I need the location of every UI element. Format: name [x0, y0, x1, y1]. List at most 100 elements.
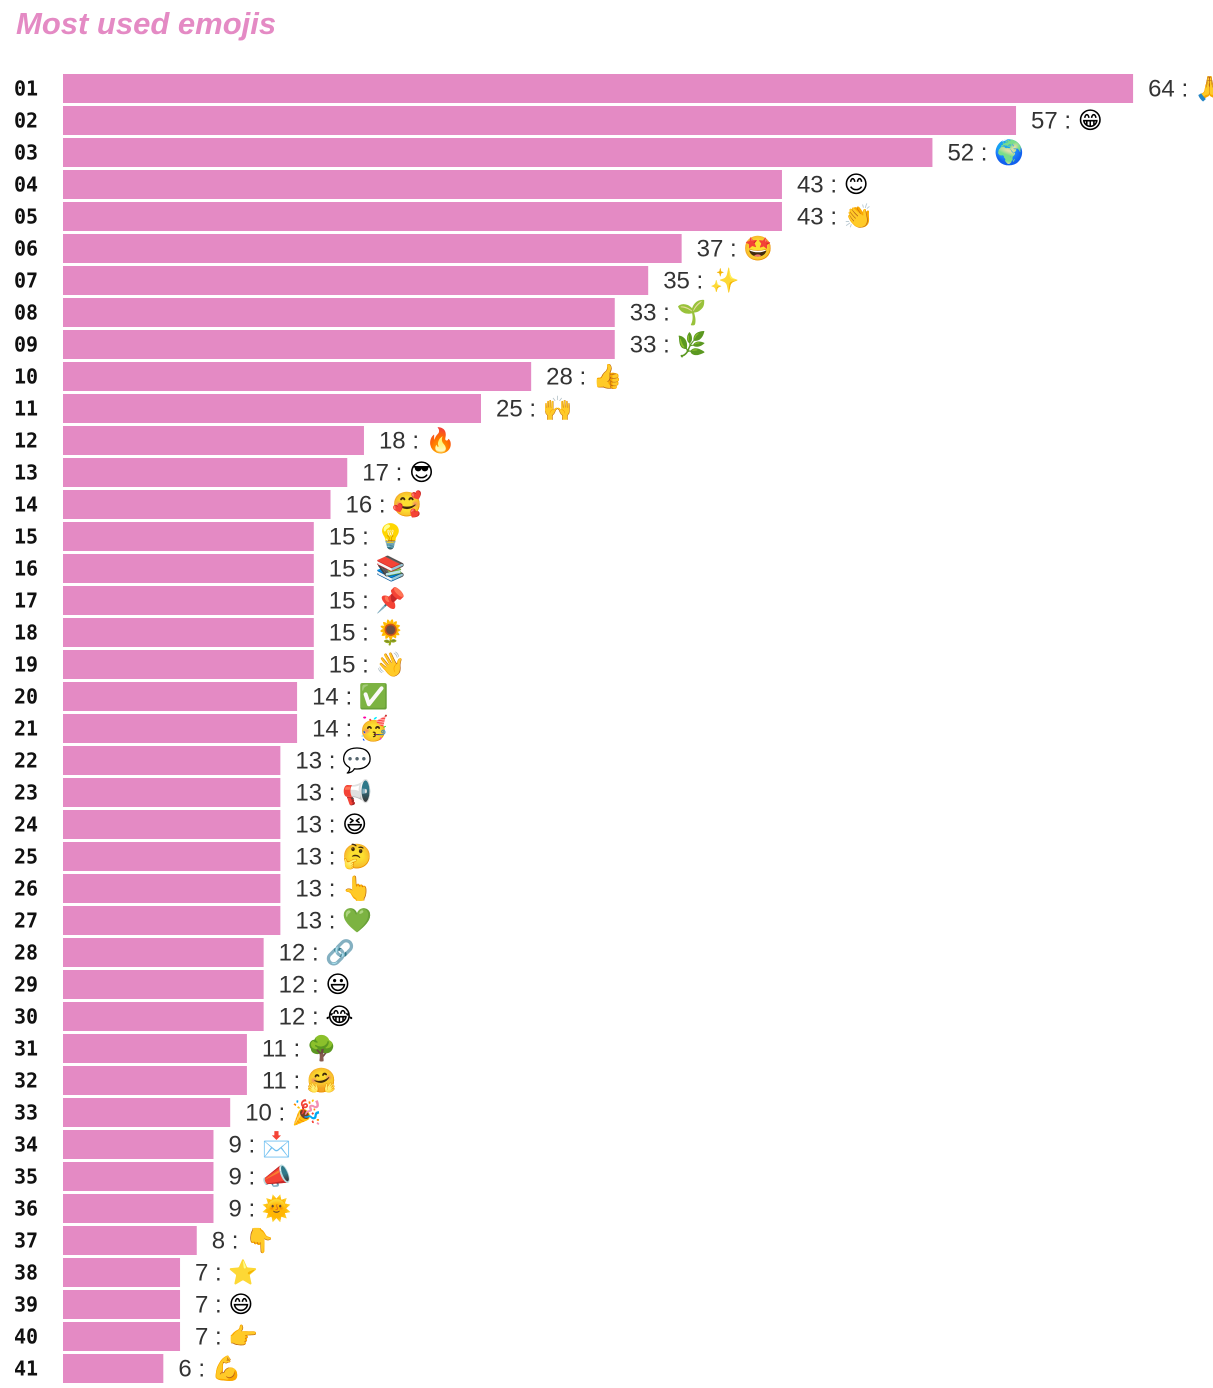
bar	[63, 1002, 264, 1031]
rank-label: 38	[14, 1261, 38, 1285]
value-label: 13 : 😆	[295, 811, 367, 839]
rank-label: 33	[14, 1101, 38, 1125]
bar	[63, 586, 314, 615]
value-label: 12 : 😃	[279, 971, 351, 999]
emoji-icon: 👉	[228, 1323, 258, 1351]
value-label: 7 : 👉	[195, 1323, 258, 1351]
value-label: 52 : 🌍	[947, 139, 1024, 167]
rank-label: 04	[14, 173, 38, 197]
value-label: 12 : 😂	[279, 1003, 354, 1031]
emoji-icon: 🔗	[325, 938, 355, 967]
bar	[63, 106, 1017, 135]
emoji-icon: 💡	[376, 523, 406, 551]
emoji-icon: 🤔	[342, 843, 372, 871]
value-number: 33 :	[630, 300, 677, 327]
emoji-icon: 💚	[342, 907, 372, 935]
bar	[63, 266, 649, 295]
bar	[63, 650, 314, 679]
rank-label: 22	[14, 749, 38, 773]
value-number: 7 :	[195, 1324, 228, 1351]
emoji-icon: 🤩	[743, 235, 773, 263]
value-label: 15 : 📚	[329, 555, 406, 583]
bar	[63, 1162, 214, 1191]
bar	[63, 394, 481, 423]
value-label: 33 : 🌿	[630, 331, 707, 359]
bar	[63, 906, 281, 935]
value-label: 37 : 🤩	[697, 235, 774, 263]
bar	[63, 330, 615, 359]
rank-label: 23	[14, 781, 38, 805]
rank-label: 37	[14, 1229, 38, 1253]
value-number: 15 :	[329, 652, 376, 679]
value-label: 9 : 🌞	[228, 1194, 291, 1223]
rank-label: 01	[14, 77, 38, 101]
value-number: 9 :	[228, 1164, 261, 1191]
rank-label: 25	[14, 845, 38, 869]
value-number: 6 :	[178, 1356, 211, 1383]
rank-label: 11	[14, 397, 38, 421]
bar	[63, 554, 314, 583]
emoji-icon: 📚	[376, 555, 406, 583]
rank-label: 32	[14, 1069, 38, 1093]
chart-title: Most used emojis	[16, 6, 277, 41]
bar	[63, 1194, 214, 1223]
rank-label: 06	[14, 237, 38, 261]
value-number: 15 :	[329, 556, 376, 583]
value-number: 12 :	[279, 940, 326, 967]
bar	[63, 1098, 231, 1127]
value-label: 8 : 👇	[212, 1227, 275, 1255]
value-label: 14 : 🥳	[312, 714, 389, 743]
value-number: 15 :	[329, 620, 376, 647]
rank-label: 07	[14, 269, 38, 293]
emoji-icon: 😁	[1078, 107, 1103, 135]
rank-label: 28	[14, 941, 38, 965]
value-number: 13 :	[295, 748, 342, 775]
rank-label: 08	[14, 301, 38, 325]
emoji-icon: 😄	[228, 1291, 253, 1319]
value-number: 16 :	[346, 492, 393, 519]
rank-label: 13	[14, 461, 38, 485]
rank-label: 05	[14, 205, 38, 229]
bar	[63, 298, 615, 327]
bar	[63, 714, 298, 743]
bar	[63, 234, 682, 263]
value-number: 13 :	[295, 812, 342, 839]
emoji-icon: 🙏	[1195, 75, 1213, 103]
rank-label: 24	[14, 813, 38, 837]
emoji-icon: 😎	[409, 459, 434, 487]
emoji-icon: ✅	[359, 683, 389, 711]
value-number: 17 :	[362, 460, 409, 487]
value-number: 9 :	[228, 1196, 261, 1223]
rank-label: 35	[14, 1165, 38, 1189]
emoji-icon: 🌍	[994, 139, 1024, 167]
emoji-icon: 🤗	[307, 1067, 337, 1095]
value-label: 16 : 🥰	[346, 490, 423, 519]
bar	[63, 810, 281, 839]
bar	[63, 618, 314, 647]
value-label: 15 : 💡	[329, 523, 406, 551]
bar	[63, 1130, 214, 1159]
value-label: 15 : 📌	[329, 586, 406, 615]
value-number: 52 :	[947, 140, 994, 167]
bar	[63, 874, 281, 903]
value-number: 11 :	[262, 1036, 307, 1063]
rank-label: 31	[14, 1037, 38, 1061]
bar	[63, 682, 298, 711]
value-label: 15 : 🌻	[329, 619, 406, 647]
emoji-icon: 💪	[212, 1355, 242, 1383]
emoji-icon: 🌞	[262, 1194, 292, 1223]
rank-label: 19	[14, 653, 38, 677]
rank-label: 30	[14, 1005, 38, 1029]
bar	[63, 842, 281, 871]
value-number: 8 :	[212, 1228, 245, 1255]
rank-label: 09	[14, 333, 38, 357]
emoji-icon: 💬	[342, 747, 372, 775]
value-number: 13 :	[295, 844, 342, 871]
rank-label: 16	[14, 557, 38, 581]
rank-label: 12	[14, 429, 38, 453]
bar	[63, 202, 782, 231]
emoji-icon: ✨	[710, 267, 740, 295]
value-label: 13 : 🤔	[295, 843, 372, 871]
rank-label: 02	[14, 109, 38, 133]
